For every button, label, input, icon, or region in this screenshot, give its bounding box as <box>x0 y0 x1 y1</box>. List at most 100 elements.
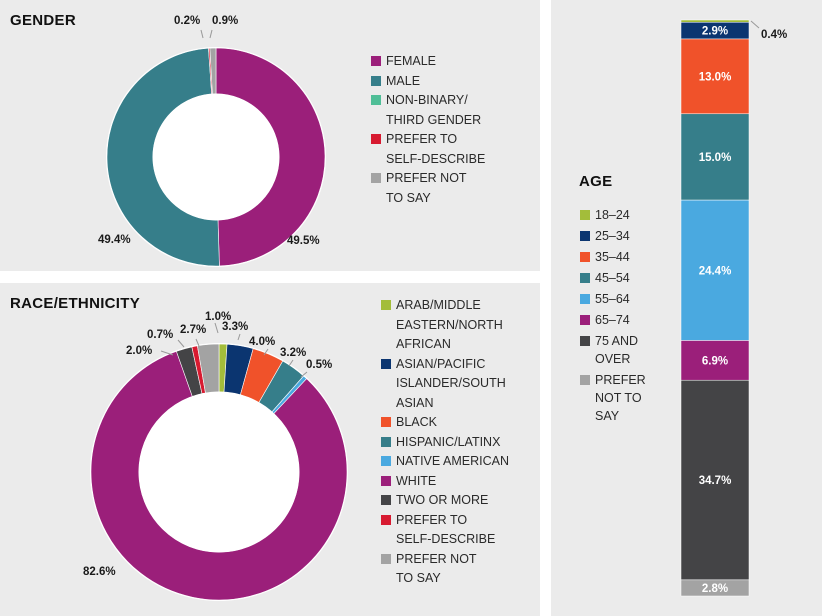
data-label-two-or-more: 2.0% <box>126 345 152 357</box>
legend-label: 35–44 <box>595 250 630 264</box>
data-label-male: 49.4% <box>98 234 131 246</box>
leader-line <box>160 350 174 356</box>
legend-item-18-24: 18–24 <box>580 206 646 224</box>
legend-item-black: BLACK <box>381 413 509 433</box>
race-title: RACE/ETHNICITY <box>10 295 141 312</box>
data-label-black: 4.0% <box>249 336 275 348</box>
bar-segment-18-24 <box>680 19 750 23</box>
legend-label: PREFER TO SELF-DESCRIBE <box>396 512 496 547</box>
leader-line <box>288 359 294 367</box>
legend-swatch <box>580 294 590 304</box>
data-label-prefer-not-to-say: 2.7% <box>180 324 206 336</box>
gender-donut-chart: 49.5% 49.4% 0.2% 0.9% <box>98 15 326 267</box>
legend-label: 45–54 <box>595 271 630 285</box>
gender-legend: FEMALE MALE NON-BINARY/ THIRD GENDER PREFER… <box>371 52 485 208</box>
legend-swatch <box>580 231 590 241</box>
race-panel: RACE/ETHNICITY 82.6% 1.0% 3.3% 4.0% 3.2% 0.5%… <box>0 283 540 616</box>
legend-label: MALE <box>386 73 421 88</box>
leader-line <box>263 348 269 356</box>
legend-swatch <box>580 252 590 262</box>
data-label-native-american: 0.5% <box>306 359 332 371</box>
legend-label: TWO OR MORE <box>396 493 489 507</box>
legend-label: NON-BINARY/ THIRD GENDER <box>386 93 482 127</box>
legend-label: ARAB/MIDDLE EASTERN/NORTH AFRICAN <box>396 298 503 351</box>
leader-line <box>209 29 213 39</box>
legend-swatch <box>381 417 391 427</box>
legend-swatch <box>371 134 381 144</box>
legend-label: PREFER NOT TO SAY <box>386 171 467 205</box>
legend-item-female: FEMALE <box>371 52 485 72</box>
legend-label: WHITE <box>396 473 437 488</box>
legend-swatch <box>580 210 590 220</box>
legend-label: 75 AND OVER <box>595 334 639 366</box>
legend-item-35-44: 35–44 <box>580 248 646 266</box>
age-legend: 18–24 25–34 35–44 45–54 55–64 65–74 75 AND OVE… <box>580 206 646 428</box>
leader-line <box>750 20 760 29</box>
legend-swatch <box>381 456 391 466</box>
legend-swatch <box>580 315 590 325</box>
legend-swatch <box>371 95 381 105</box>
legend-item-45-54: 45–54 <box>580 269 646 287</box>
data-label-white: 82.6% <box>83 566 116 578</box>
age-panel: AGE 0.4% 2.9% 13.0% 15.0% 24.4% 6.9% 34.7% 2.8%… <box>551 0 822 616</box>
legend-swatch <box>381 495 391 505</box>
legend-label: ASIAN/PACIFIC ISLANDER/SOUTH ASIAN <box>396 356 506 410</box>
legend-item-white: WHITE <box>381 472 509 492</box>
data-label-hispanic-latinx: 3.2% <box>280 347 306 359</box>
age-title: AGE <box>579 173 613 190</box>
data-label-prefer-to-self-describe: 0.2% <box>174 15 200 27</box>
race-donut-chart: 82.6% 1.0%3.3%4.0% 3.2%0.5% 2.0% 0.7% 2.7% <box>83 311 348 601</box>
legend-label: NATIVE AMERICAN <box>396 454 509 468</box>
legend-item-arab-middle-eastern-north-african: ARAB/MIDDLE EASTERN/NORTH AFRICAN <box>381 296 509 355</box>
legend-item-prefer-not-to-say: PREFER NOT TO SAY <box>381 550 509 589</box>
legend-swatch <box>381 514 391 525</box>
data-label-18-24: 0.4% <box>761 29 787 41</box>
legend-item-prefer-to-self-describe: PREFER TO SELF-DESCRIBE <box>381 511 509 550</box>
bar-segment-65-74 <box>680 340 750 381</box>
legend-label: 65–74 <box>595 313 630 327</box>
legend-item-55-64: 55–64 <box>580 290 646 308</box>
data-label-25-34: 2.9% <box>702 26 728 38</box>
leader-line <box>177 339 185 348</box>
data-label-prefer-not-to-say: 0.9% <box>212 15 238 27</box>
legend-label: BLACK <box>396 415 437 429</box>
legend-label: 18–24 <box>595 208 630 222</box>
leader-line <box>195 338 200 347</box>
legend-label: PREFER TO SELF-DESCRIBE <box>386 132 486 166</box>
bar-segment-35-44 <box>680 38 750 115</box>
legend-item-asian-pacific-islander-south-asian: ASIAN/PACIFIC ISLANDER/SOUTH ASIAN <box>381 355 509 414</box>
legend-item-65-74: 65–74 <box>580 311 646 329</box>
legend-item-prefer-not-to-say: PREFER NOT TO SAY <box>371 169 485 208</box>
data-label-55-64: 24.4% <box>699 265 732 277</box>
data-label-45-54: 15.0% <box>699 152 732 164</box>
legend-item-non-binary-third-gender: NON-BINARY/ THIRD GENDER <box>371 91 485 130</box>
legend-label: PREFER NOT TO SAY <box>595 373 646 423</box>
legend-swatch <box>381 475 391 486</box>
leader-line <box>300 371 308 378</box>
data-label-arab-middle-eastern-north-african: 1.0% <box>205 311 231 323</box>
data-label-female: 49.5% <box>287 235 320 247</box>
data-label-asian-pacific-islander-south-asian: 3.3% <box>222 321 248 333</box>
legend-swatch <box>371 173 381 183</box>
legend-label: HISPANIC/LATINX <box>396 434 501 449</box>
legend-swatch <box>580 336 590 346</box>
legend-swatch <box>381 300 391 310</box>
bar-segment-55-64 <box>680 199 750 341</box>
leader-line <box>214 322 219 334</box>
gender-panel: GENDER 49.5% 49.4% 0.2% 0.9% FEMALE MALE NON-… <box>0 0 540 271</box>
age-stacked-bar-chart: 0.4% 2.9% 13.0% 15.0% 24.4% 6.9% 34.7% 2.8% <box>680 19 787 597</box>
bar-segment-75-and-over <box>680 379 750 581</box>
data-label-65-74: 6.9% <box>702 355 728 367</box>
legend-swatch <box>371 56 381 66</box>
data-label-prefer-not-to-say: 2.8% <box>702 583 728 595</box>
gender-title: GENDER <box>10 12 76 29</box>
leader-line <box>237 333 241 341</box>
legend-swatch <box>580 273 590 283</box>
data-label-35-44: 13.0% <box>699 71 732 83</box>
data-label-prefer-to-self-describe: 0.7% <box>147 329 173 341</box>
leader-line <box>200 29 204 39</box>
race-legend: ARAB/MIDDLE EASTERN/NORTH AFRICAN ASIAN/P… <box>381 296 509 589</box>
legend-item-prefer-to-self-describe: PREFER TO SELF-DESCRIBE <box>371 130 485 169</box>
legend-item-hispanic-latinx: HISPANIC/LATINX <box>381 433 509 453</box>
legend-item-75-and-over: 75 AND OVER <box>580 332 646 368</box>
